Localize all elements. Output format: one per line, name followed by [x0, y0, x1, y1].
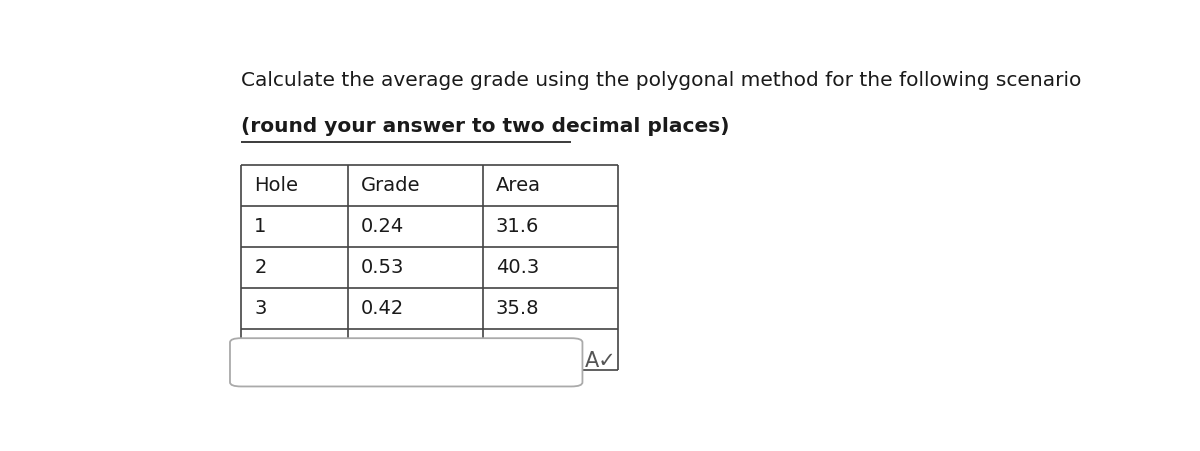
Text: 3: 3: [254, 299, 266, 318]
Text: 2: 2: [254, 258, 266, 277]
Text: Grade: Grade: [361, 176, 421, 195]
Text: 0.53: 0.53: [361, 258, 404, 277]
Text: 35.8: 35.8: [496, 299, 540, 318]
Text: 1: 1: [254, 217, 266, 236]
Text: 0.18: 0.18: [361, 340, 404, 359]
Text: Calculate the average grade using the polygonal method for the following scenari: Calculate the average grade using the po…: [241, 71, 1081, 91]
Text: :: :: [571, 117, 578, 136]
Text: A✓: A✓: [586, 351, 617, 372]
Text: Hole: Hole: [254, 176, 298, 195]
Text: 0.42: 0.42: [361, 299, 404, 318]
Text: 0.24: 0.24: [361, 217, 404, 236]
Text: 39.7: 39.7: [496, 340, 539, 359]
Text: (round your answer to two decimal places): (round your answer to two decimal places…: [241, 117, 730, 136]
Text: Area: Area: [496, 176, 541, 195]
Text: 4: 4: [254, 340, 266, 359]
Text: 40.3: 40.3: [496, 258, 539, 277]
Text: 31.6: 31.6: [496, 217, 539, 236]
FancyBboxPatch shape: [230, 338, 582, 387]
